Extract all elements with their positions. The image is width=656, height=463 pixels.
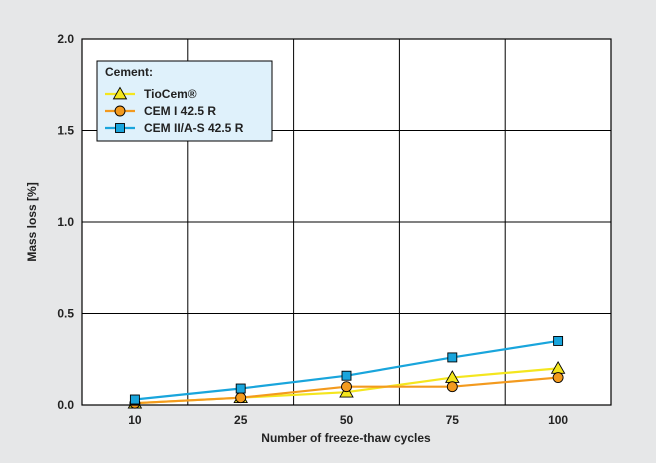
x-tick-label: 50 xyxy=(340,413,354,427)
data-point xyxy=(553,336,564,346)
y-tick-label: 1.5 xyxy=(57,124,74,138)
data-point xyxy=(235,392,247,404)
legend-marker xyxy=(112,86,128,100)
legend-marker xyxy=(114,105,126,117)
x-axis-label: Number of freeze-thaw cycles xyxy=(261,431,431,445)
legend-title: Cement: xyxy=(105,65,153,79)
data-point xyxy=(446,381,458,393)
data-point xyxy=(447,352,458,363)
plot-border xyxy=(81,38,612,406)
y-tick-label: 1.0 xyxy=(57,215,74,229)
y-tick-label: 0.0 xyxy=(57,398,74,412)
legend-label: TioCem® xyxy=(144,87,197,101)
data-point xyxy=(341,370,352,381)
legend-label: CEM I 42.5 R xyxy=(144,104,216,118)
x-tick-label: 75 xyxy=(446,413,460,427)
legend-label: CEM II/A-S 42.5 R xyxy=(144,121,244,135)
x-tick-labels: 10 25 50 75 100 xyxy=(128,413,568,427)
y-tick-label: 0.5 xyxy=(57,307,74,321)
data-point xyxy=(129,394,140,405)
x-tick-label: 25 xyxy=(234,413,248,427)
legend-items: TioCem® CEM I 42.5 R CEM II/A-S 42.5 R xyxy=(105,86,244,135)
data-point xyxy=(341,381,352,393)
y-tick-label: 2.0 xyxy=(57,32,74,46)
legend-marker xyxy=(115,123,125,133)
legend: Cement: TioCem® CEM I 42.5 R CEM II/A-S 42… xyxy=(96,60,273,142)
y-axis-label: Mass loss [%] xyxy=(25,182,39,261)
y-tick-labels: 0.0 0.5 1.0 1.5 2.0 xyxy=(57,32,74,412)
x-tick-label: 100 xyxy=(548,413,568,427)
x-tick-label: 10 xyxy=(128,413,142,427)
data-point xyxy=(552,372,564,383)
data-point xyxy=(235,383,246,394)
